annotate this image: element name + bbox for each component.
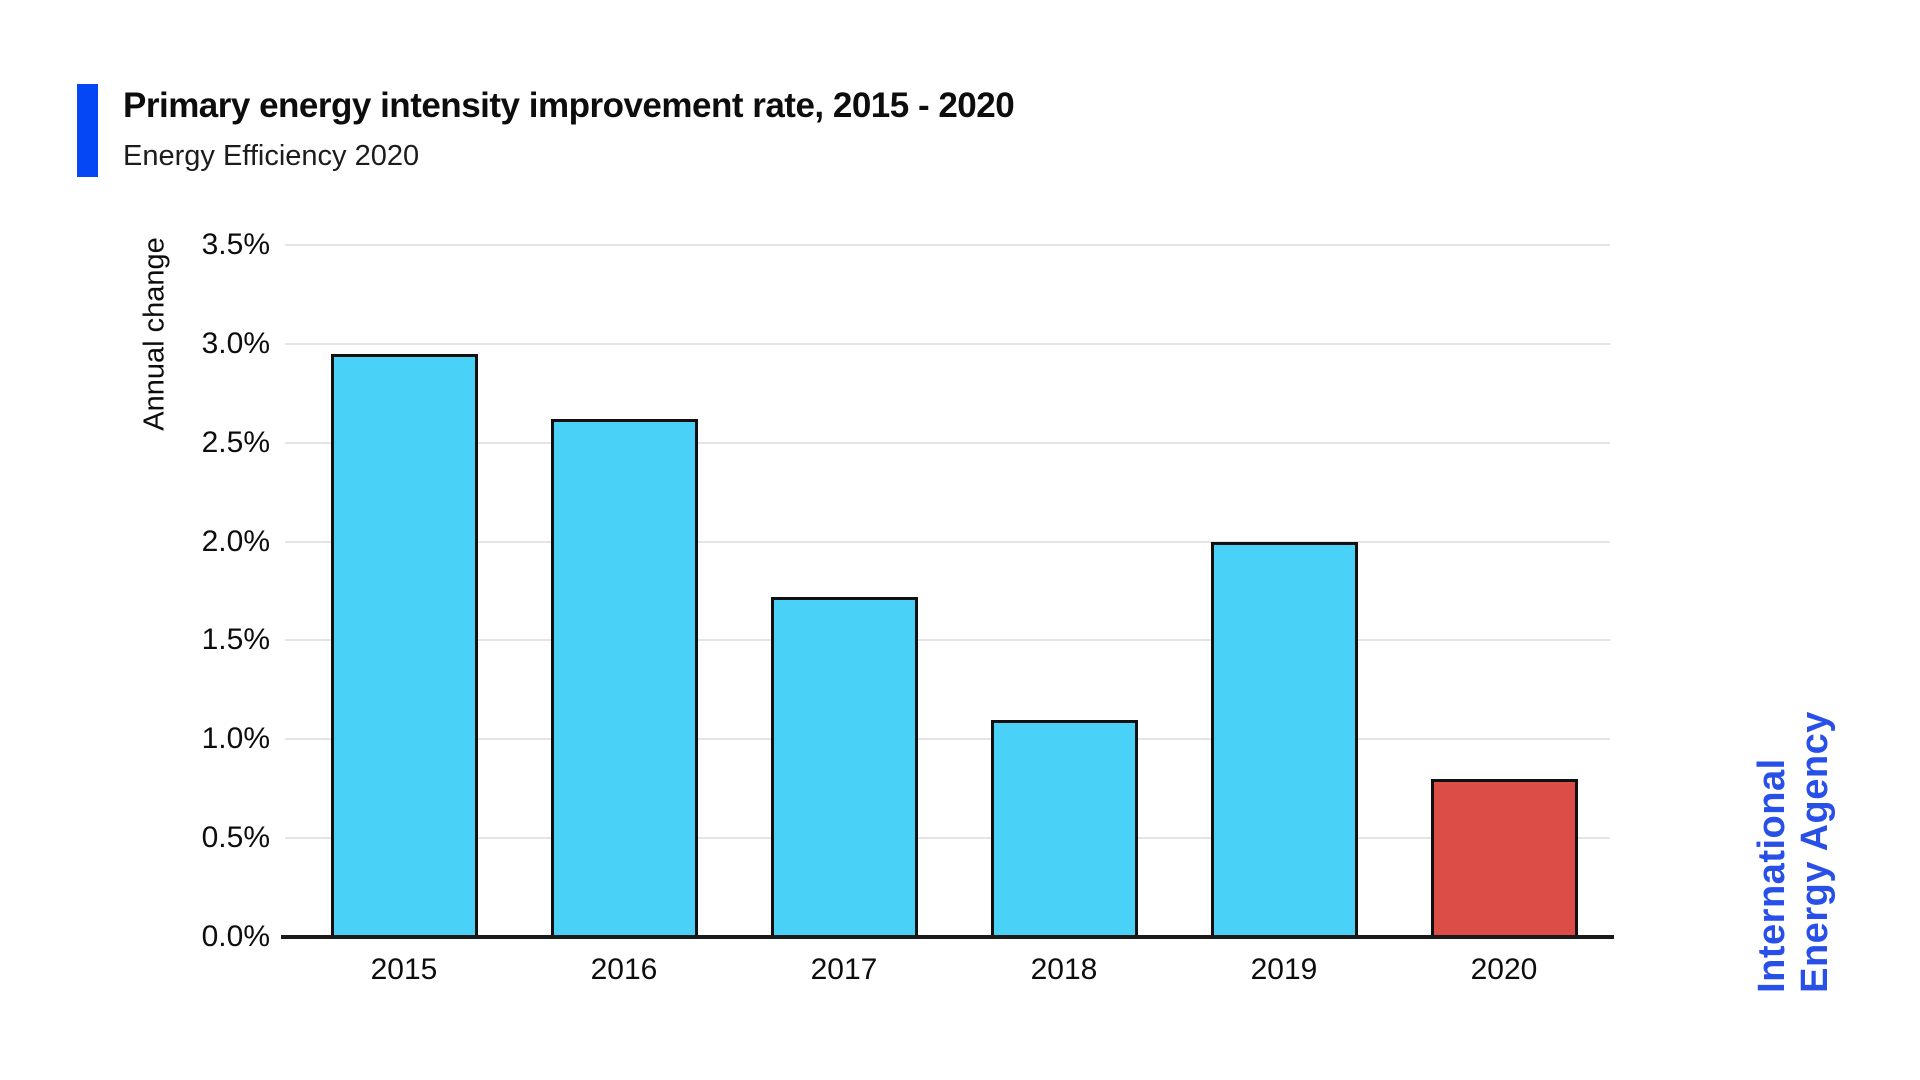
gridline xyxy=(285,244,1610,246)
plot-area xyxy=(281,244,1614,939)
y-tick-label: 1.0% xyxy=(201,722,270,756)
gridline xyxy=(285,441,1610,444)
x-tick-label-2015: 2015 xyxy=(370,953,438,986)
chart-title: Primary energy intensity improvement rat… xyxy=(123,86,1015,125)
gridline xyxy=(285,639,1610,642)
bar-2016 xyxy=(550,419,698,937)
x-axis-line xyxy=(281,935,1614,939)
y-tick-label: 0.5% xyxy=(201,821,270,855)
iea-wordmark-line2: Energy Agency xyxy=(1794,711,1836,993)
chart-header: Primary energy intensity improvement rat… xyxy=(77,84,1015,177)
y-tick-label: 0.0% xyxy=(201,920,270,953)
bar-2018 xyxy=(990,719,1138,937)
bar-2017 xyxy=(770,596,918,937)
gridline xyxy=(285,837,1610,840)
x-tick-label-2020: 2020 xyxy=(1470,953,1538,986)
y-tick-label: 2.5% xyxy=(201,425,270,459)
x-tick-label-2017: 2017 xyxy=(810,953,878,986)
gridline xyxy=(285,342,1610,345)
x-tick-label-2016: 2016 xyxy=(590,953,658,986)
y-tick-label: 2.0% xyxy=(201,524,270,558)
bar-2019 xyxy=(1210,541,1358,937)
title-block: Primary energy intensity improvement rat… xyxy=(123,84,1015,177)
y-tick-label: 1.5% xyxy=(201,623,270,657)
y-tick-label: 3.0% xyxy=(201,326,270,360)
x-tick-label-2018: 2018 xyxy=(1030,953,1098,986)
bar-2020 xyxy=(1430,778,1578,937)
x-tick-label-2019: 2019 xyxy=(1250,953,1318,986)
chart-subtitle: Energy Efficiency 2020 xyxy=(123,140,420,172)
bar-2015 xyxy=(330,353,478,937)
y-tick-label: 3.5% xyxy=(201,228,270,261)
gridline xyxy=(285,738,1610,741)
iea-wordmark: International Energy Agency xyxy=(1751,711,1837,993)
iea-wordmark-line1: International xyxy=(1751,758,1794,993)
title-accent-bar xyxy=(77,84,98,177)
gridline xyxy=(285,540,1610,543)
